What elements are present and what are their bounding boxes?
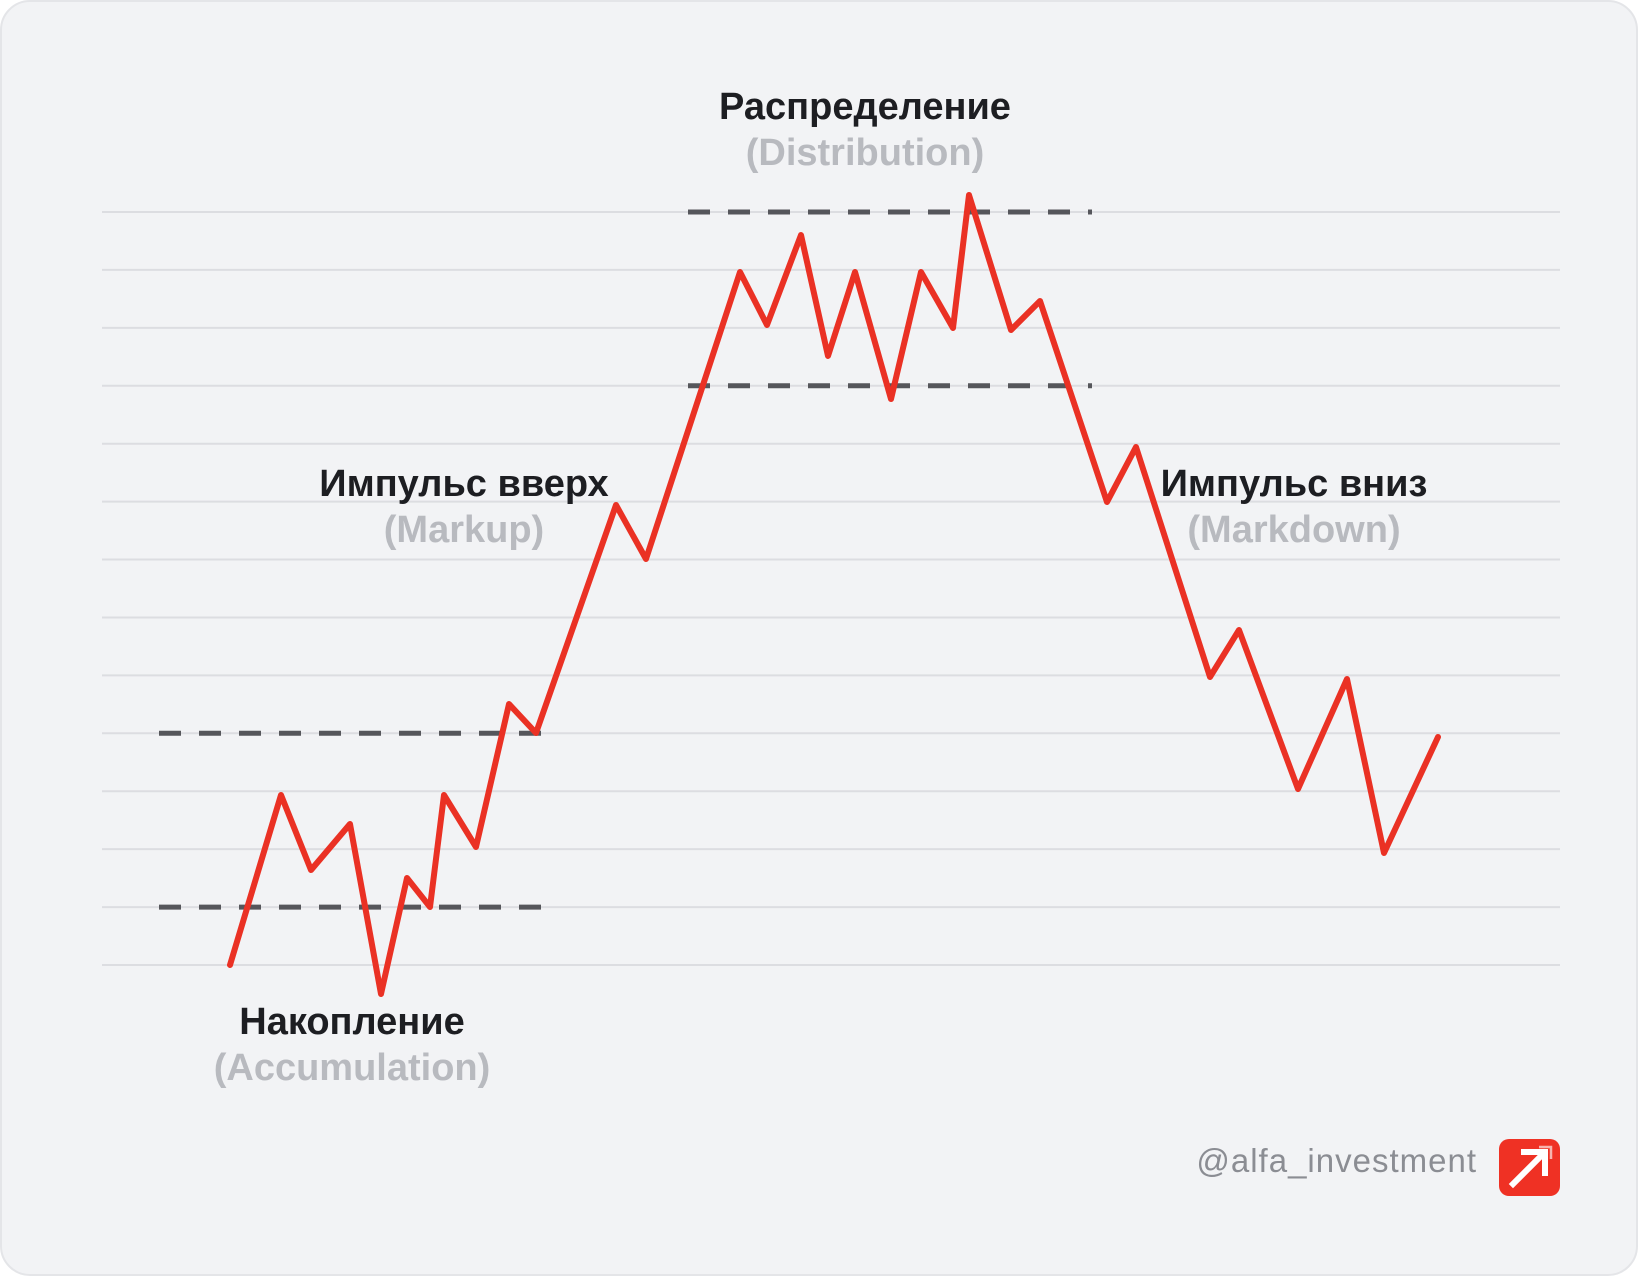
- brand-logo[interactable]: [1499, 1139, 1560, 1196]
- grid-lines: [102, 211, 1560, 966]
- label-markdown-ru: Импульс вниз: [1160, 463, 1428, 505]
- price-line: [227, 192, 1441, 997]
- arrow-up-right-icon: [1508, 1145, 1553, 1189]
- label-accumulation-ru: Накопление: [239, 1001, 465, 1043]
- label-markdown-en: (Markdown): [1187, 508, 1401, 551]
- label-markup-ru: Импульс вверх: [319, 463, 609, 505]
- label-markdown: Импульс вниз (Markdown): [1161, 462, 1428, 553]
- label-accumulation-en: (Accumulation): [213, 1046, 491, 1089]
- label-markup-en: (Markup): [383, 508, 545, 551]
- label-markup: Импульс вверх (Markup): [319, 462, 608, 553]
- label-distribution: Распределение (Distribution): [719, 85, 1011, 176]
- footer-handle[interactable]: @alfa_investment: [1196, 1142, 1477, 1179]
- label-accumulation: Накопление (Accumulation): [214, 1000, 491, 1091]
- label-distribution-ru: Распределение: [719, 86, 1011, 128]
- label-distribution-en: (Distribution): [745, 131, 985, 174]
